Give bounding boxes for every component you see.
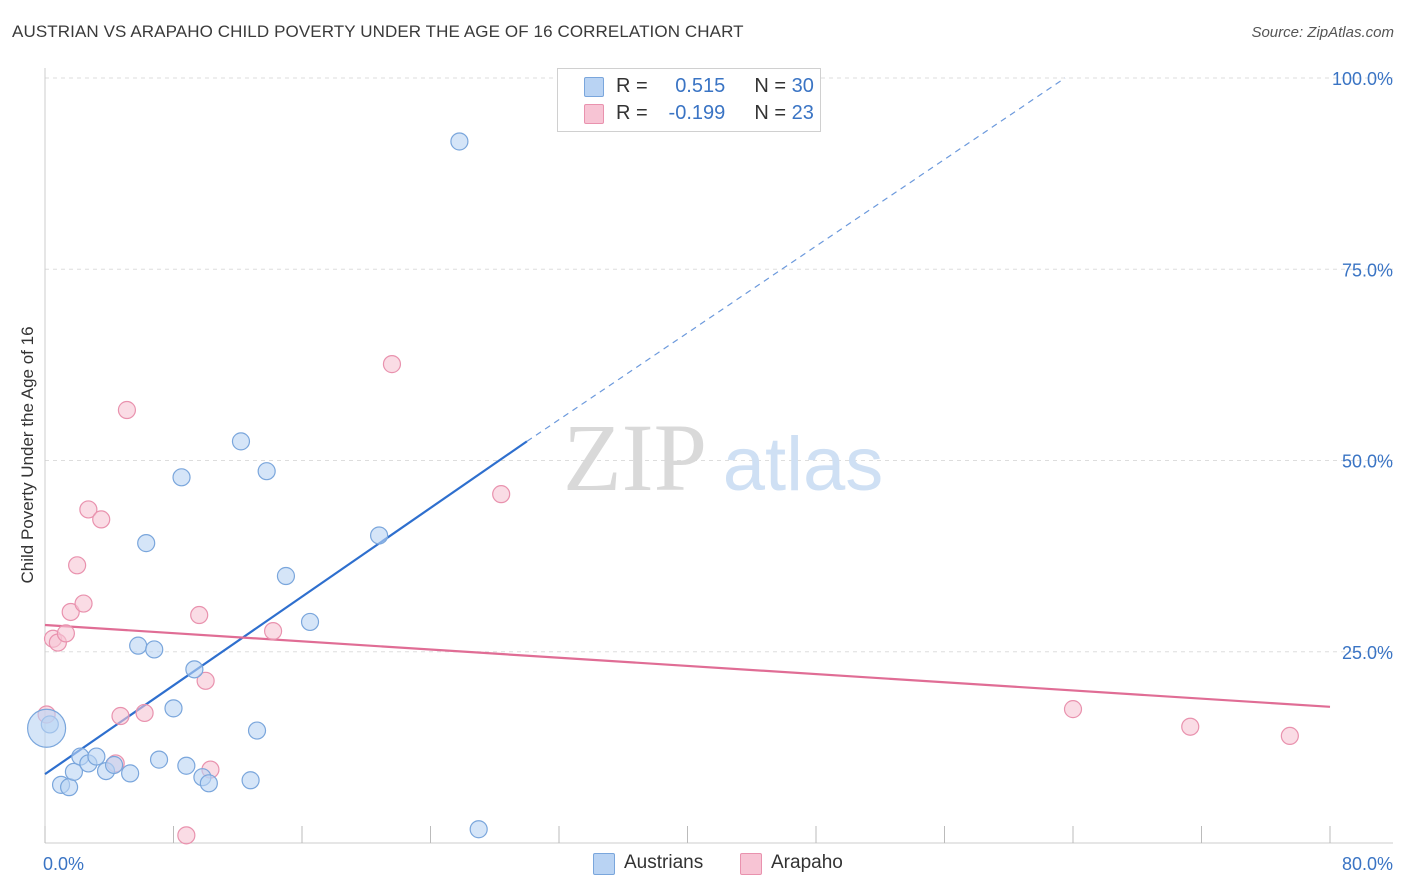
arapaho-n-value: 23 xyxy=(791,102,814,124)
austrian-point xyxy=(121,764,140,783)
arapaho-point xyxy=(79,500,98,519)
austrian-point xyxy=(257,462,276,481)
arapaho-point xyxy=(117,400,137,420)
arapaho-point xyxy=(68,556,87,575)
austrian-point xyxy=(247,721,267,740)
austrian-point xyxy=(177,756,196,775)
arapaho-point xyxy=(263,621,283,641)
austrians-r-label: R = xyxy=(616,75,648,97)
arapaho-point xyxy=(196,671,215,690)
austrian-point xyxy=(199,774,218,793)
arapaho-r-value: -0.199 xyxy=(668,102,726,124)
austrians-r-value: 0.515 xyxy=(675,75,726,97)
arapaho-point xyxy=(61,602,80,622)
austrian-point xyxy=(64,762,84,781)
chart-title: AUSTRIAN VS ARAPAHO CHILD POVERTY UNDER … xyxy=(12,22,744,41)
stats-legend: R = 0.515 N = 30 R = -0.199 N = 23 xyxy=(557,68,821,132)
arapaho-r-label: R = xyxy=(616,102,648,124)
austrian-point xyxy=(149,750,169,769)
austrians-legend-swatch xyxy=(593,853,615,875)
arapaho-point xyxy=(492,485,511,504)
austrians-n-label: N = xyxy=(754,75,787,97)
austrian-point xyxy=(370,526,389,545)
arapaho-legend-swatch xyxy=(740,853,762,875)
austrian-point xyxy=(231,432,251,451)
austrian-point xyxy=(59,778,79,797)
y-tick-label-75: 75.0% xyxy=(1342,260,1393,280)
arapaho-point xyxy=(1063,700,1083,719)
austrian-point xyxy=(241,771,260,790)
y-tick-label-25: 25.0% xyxy=(1342,643,1393,663)
points-layer xyxy=(27,132,1299,845)
arapaho-point xyxy=(135,703,154,723)
arapaho-point xyxy=(1280,726,1299,746)
austrians-trend-extension xyxy=(526,77,1066,442)
austrian-point xyxy=(450,132,469,151)
arapaho-point xyxy=(56,624,75,643)
label-layer: 25.0% 50.0% 75.0% 100.0% 0.0% 80.0% xyxy=(43,69,1393,874)
watermark-zip: ZIP xyxy=(563,404,707,511)
arapaho-swatch xyxy=(584,104,604,124)
arapaho-point xyxy=(92,510,111,529)
austrian-point xyxy=(300,612,320,632)
arapaho-point xyxy=(74,594,93,613)
y-tick-label-100: 100.0% xyxy=(1332,69,1393,89)
austrian-point xyxy=(145,640,164,659)
grid-layer xyxy=(45,77,1393,653)
austrian-point xyxy=(137,534,156,553)
austrian-point xyxy=(185,660,204,679)
austrian-point xyxy=(129,636,148,655)
austrians-legend-label: Austrians xyxy=(624,852,704,873)
arapaho-trend-line xyxy=(44,623,1331,708)
arapaho-point xyxy=(177,826,196,845)
arapaho-point xyxy=(382,355,402,374)
austrian-point xyxy=(87,747,106,766)
y-tick-label-50: 50.0% xyxy=(1342,452,1393,472)
arapaho-point xyxy=(190,605,209,625)
austrians-swatch xyxy=(584,77,604,97)
x-tick-label-min: 0.0% xyxy=(43,854,84,874)
arapaho-point xyxy=(1181,717,1200,736)
source-label: Source: ZipAtlas.com xyxy=(1251,24,1394,41)
austrian-point xyxy=(276,566,296,586)
austrian-point xyxy=(172,468,191,487)
x-tick-label-max: 80.0% xyxy=(1342,854,1393,874)
arapaho-legend-label: Arapaho xyxy=(771,852,843,873)
austrian-point xyxy=(104,755,124,775)
austrian-point xyxy=(469,820,488,839)
arapaho-n-label: N = xyxy=(754,102,787,124)
austrians-n-value: 30 xyxy=(791,75,814,97)
watermark-atlas: atlas xyxy=(723,422,884,507)
austrian-point xyxy=(27,708,67,748)
arapaho-point xyxy=(111,706,130,726)
austrian-point xyxy=(164,699,183,718)
